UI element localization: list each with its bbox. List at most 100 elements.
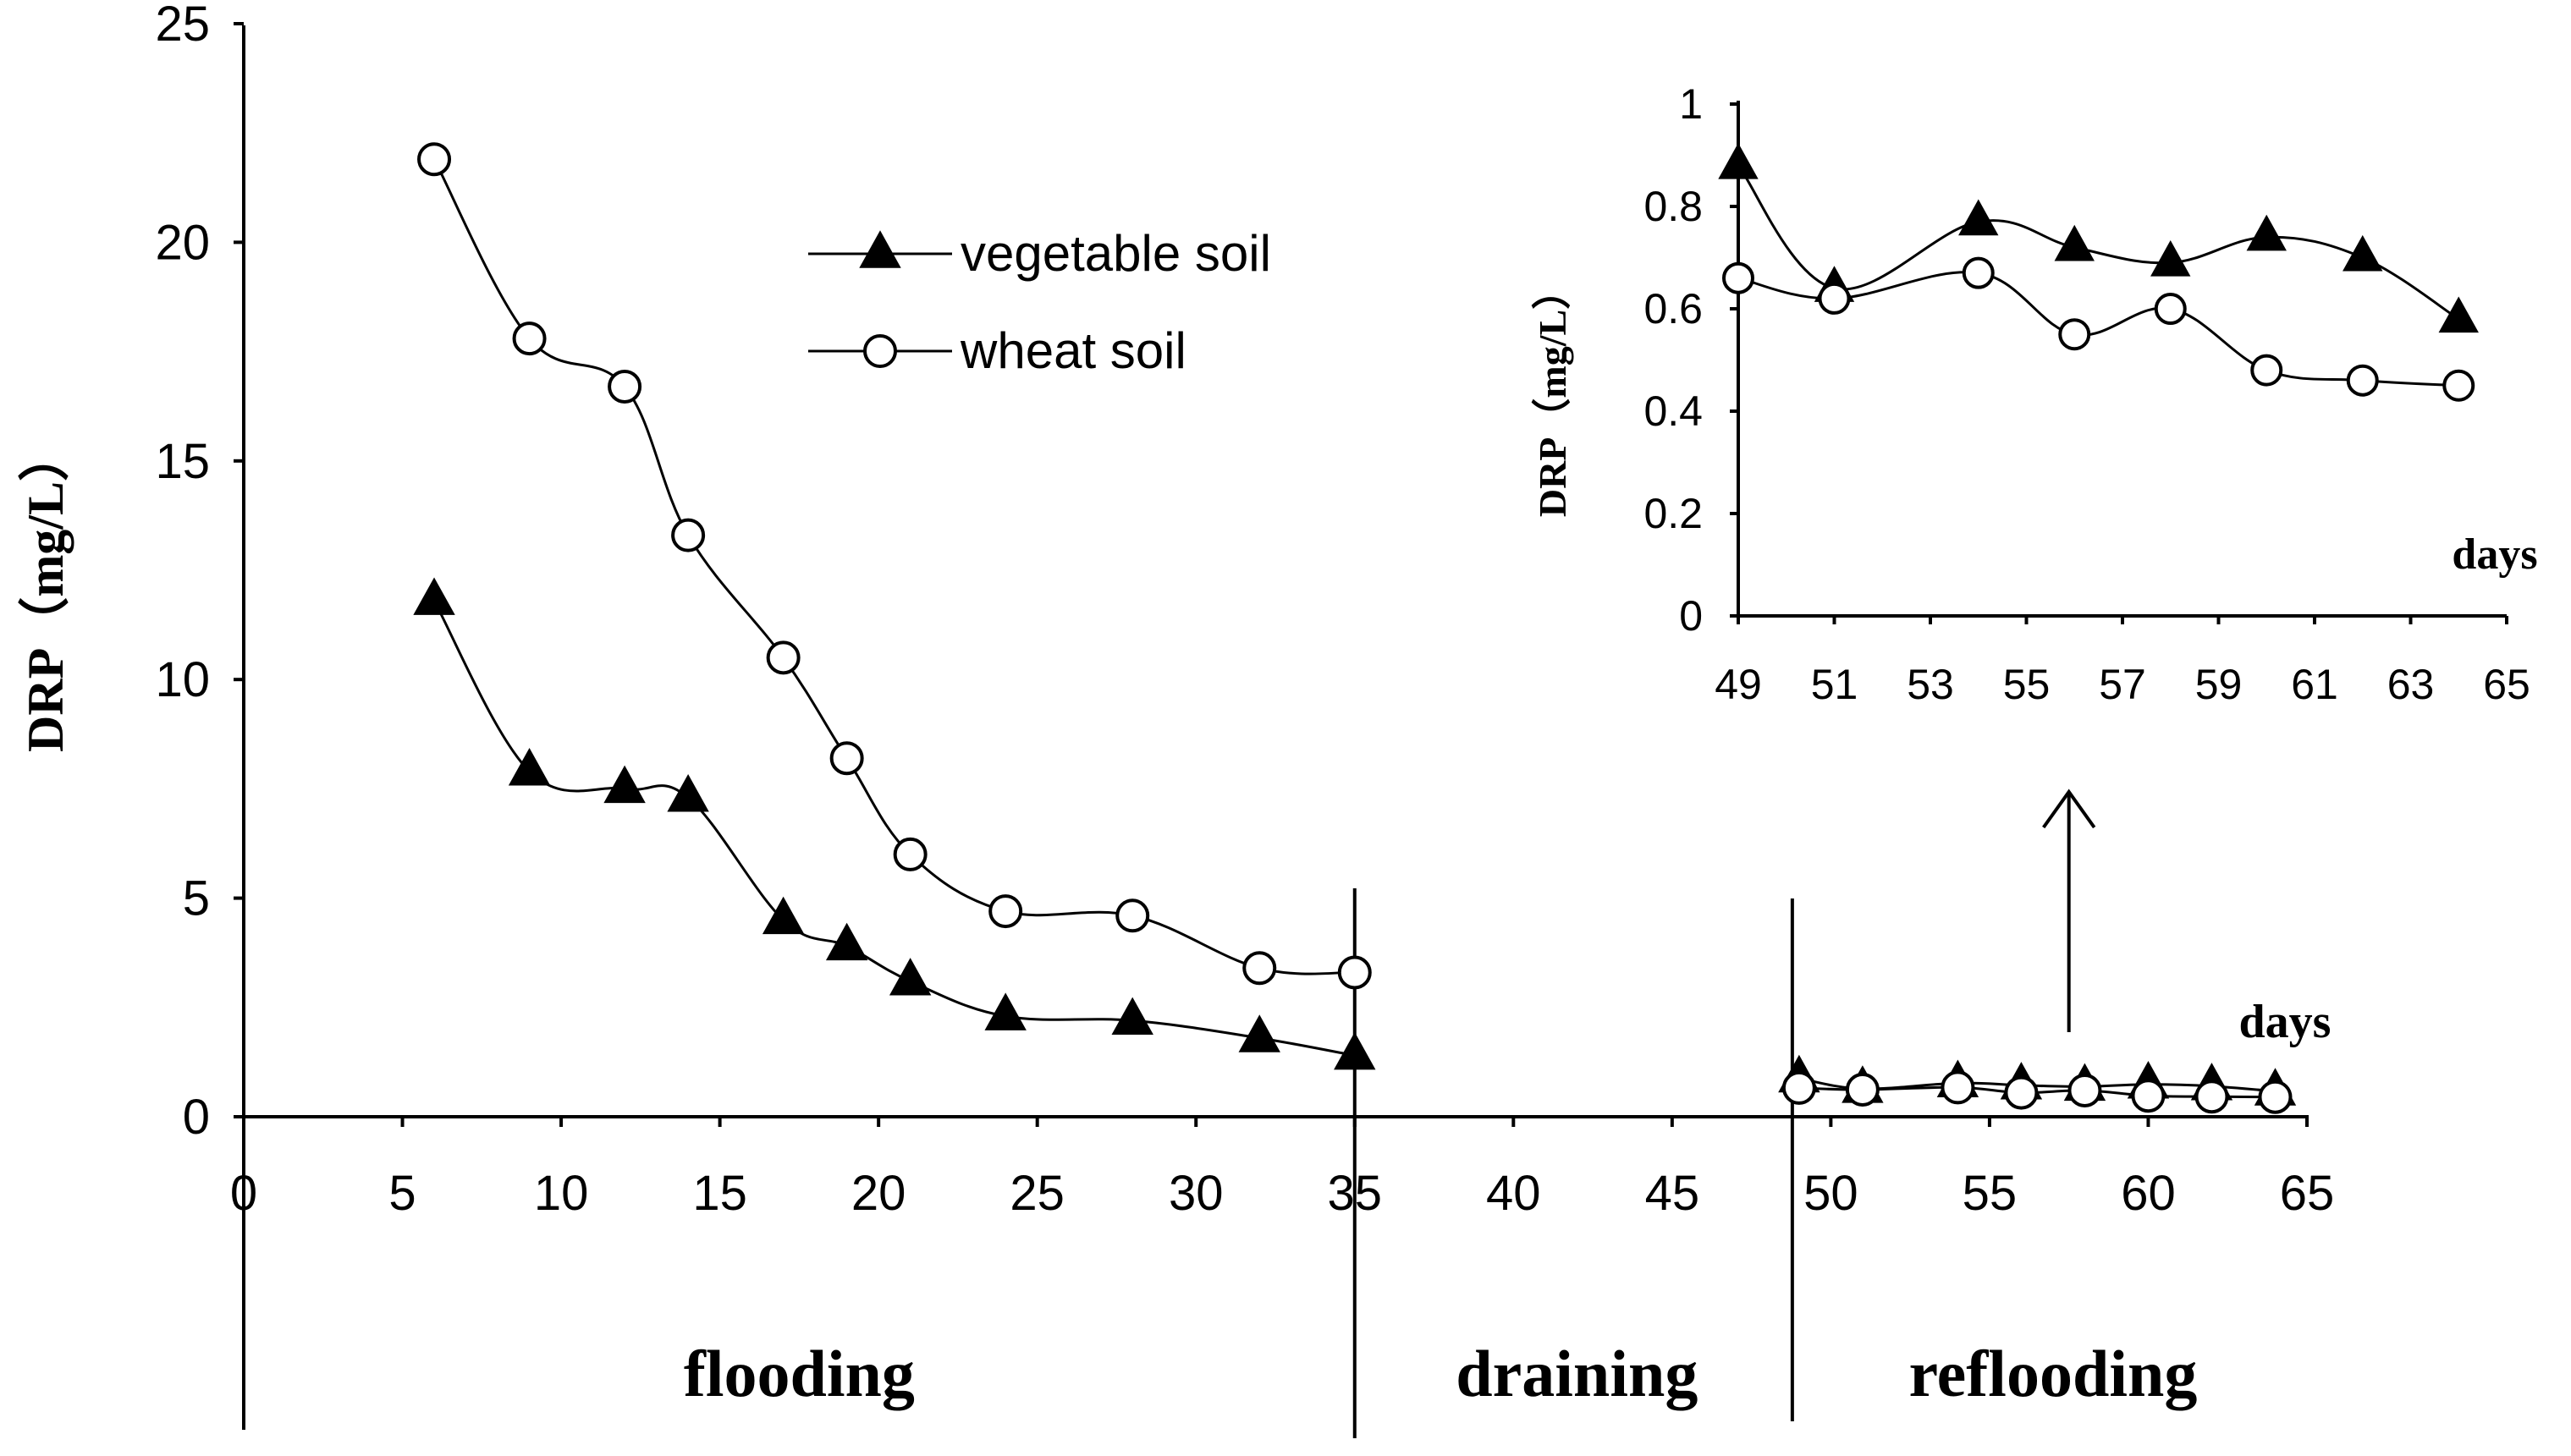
x-tick-label: 10 [534, 1166, 589, 1221]
x-tick-label: 60 [2121, 1166, 2176, 1221]
legend-item: wheat soil [808, 322, 1186, 379]
inset-y-tick-label: 0.6 [1643, 285, 1703, 332]
series-line [432, 158, 1355, 975]
inset-data-point [1818, 282, 1851, 315]
y-tick-label: 5 [183, 871, 210, 926]
legend-marker-triangle [859, 230, 901, 268]
phase-label-draining: draining [1456, 1337, 1698, 1410]
inset-x-axis-label: days [2452, 530, 2537, 579]
data-point [1845, 1072, 1880, 1107]
legend-label: wheat soil [960, 322, 1186, 379]
data-point [667, 774, 709, 812]
inset-data-point [2054, 224, 2095, 261]
x-tick-label: 25 [1010, 1166, 1065, 1221]
inset-x-tick-label: 55 [2003, 661, 2051, 708]
x-tick-label: 15 [692, 1166, 747, 1221]
legend-label: vegetable soil [961, 225, 1271, 282]
data-point [984, 992, 1027, 1030]
inset-x-tick-label: 49 [1715, 661, 1762, 708]
data-point [2131, 1079, 2166, 1113]
inset-data-point [2150, 239, 2191, 277]
x-tick-label: 20 [851, 1166, 906, 1221]
data-point [1337, 955, 1372, 990]
inset-x-tick-label: 61 [2291, 661, 2338, 708]
x-tick-label: 55 [1963, 1166, 2018, 1221]
data-point [988, 894, 1023, 929]
inset-data-point [2438, 296, 2479, 333]
inset-x-tick-label: 63 [2387, 661, 2435, 708]
inset-y-axis-label: DRP（mg/L） [1531, 271, 1574, 517]
inset-data-point [1962, 256, 1995, 289]
data-point [2004, 1075, 2039, 1110]
x-tick-label: 65 [2280, 1166, 2335, 1221]
series-wheat-soil [417, 142, 2293, 1114]
data-point [608, 369, 642, 404]
inset-data-point [1718, 142, 1759, 179]
inset-y-tick-label: 0.8 [1643, 183, 1703, 230]
data-point [1781, 1070, 1816, 1105]
data-point [508, 748, 551, 786]
data-point [825, 922, 868, 961]
data-point [1242, 951, 1277, 986]
y-tick-label: 20 [155, 215, 210, 270]
inset-y-tick-label: 0.4 [1643, 387, 1703, 435]
phase-label-flooding: flooding [684, 1337, 915, 1410]
inset-y-tick-label: 0 [1679, 592, 1703, 640]
legend-marker-circle [863, 334, 897, 368]
y-tick-label: 25 [155, 0, 210, 52]
data-point [417, 142, 452, 177]
x-tick-label: 50 [1803, 1166, 1858, 1221]
data-point [1238, 1014, 1280, 1052]
inset-series-wheat-soil [1722, 256, 2475, 402]
inset-data-point [2442, 369, 2475, 402]
inset-x-tick-label: 53 [1907, 661, 1954, 708]
y-tick-label: 10 [155, 652, 210, 707]
legend: vegetable soil wheat soil [808, 225, 1271, 379]
data-point [1334, 1031, 1376, 1070]
inset-data-point [2246, 214, 2287, 251]
inset-x-tick-label: 57 [2099, 661, 2146, 708]
inset-data-point [2154, 293, 2187, 325]
x-tick-label: 40 [1486, 1166, 1541, 1221]
data-point [2194, 1080, 2229, 1114]
inset-x-tick-label: 65 [2483, 661, 2530, 708]
data-point [512, 321, 547, 356]
phase-label-reflooding: reflooding [1908, 1337, 2197, 1410]
inset-data-point [2343, 234, 2383, 272]
y-tick-label: 0 [183, 1090, 210, 1145]
data-point [671, 518, 706, 552]
x-tick-label: 45 [1645, 1166, 1700, 1221]
data-point [2258, 1080, 2293, 1114]
data-point [762, 896, 805, 935]
inset-y-tick-label: 0.2 [1643, 490, 1703, 537]
x-tick-label: 30 [1169, 1166, 1224, 1221]
y-tick-label: 15 [155, 434, 210, 489]
x-tick-label: 5 [388, 1166, 416, 1221]
inset-x-tick-label: 59 [2195, 661, 2243, 708]
inset-arrow-head [2042, 788, 2096, 829]
y-axis-label: DRP（mg/L） [17, 431, 74, 752]
data-point [893, 837, 928, 871]
inset-data-point [2250, 354, 2283, 387]
data-point [1111, 997, 1153, 1036]
legend-item: vegetable soil [808, 225, 1271, 282]
inset-series-line [1737, 271, 2459, 387]
data-point [766, 640, 801, 675]
x-axis-label: days [2239, 996, 2332, 1048]
data-point [413, 577, 455, 615]
data-point [603, 765, 646, 804]
inset-data-point [1722, 261, 1754, 294]
data-point [2067, 1073, 2102, 1107]
data-point [1115, 898, 1150, 933]
inset-x-tick-label: 51 [1811, 661, 1858, 708]
inset-chart: 0 0.2 0.4 0.6 0.8 1 49 51 53 55 57 59 61 63 65 DRP（mg/L… [1531, 80, 2538, 708]
inset-y-tick-label: 1 [1679, 80, 1703, 128]
inset-data-point [1958, 199, 1999, 236]
data-point [829, 741, 864, 776]
inset-data-point [2346, 364, 2379, 397]
data-point [1941, 1070, 1975, 1105]
data-point [889, 958, 932, 996]
inset-data-point [2058, 318, 2091, 351]
